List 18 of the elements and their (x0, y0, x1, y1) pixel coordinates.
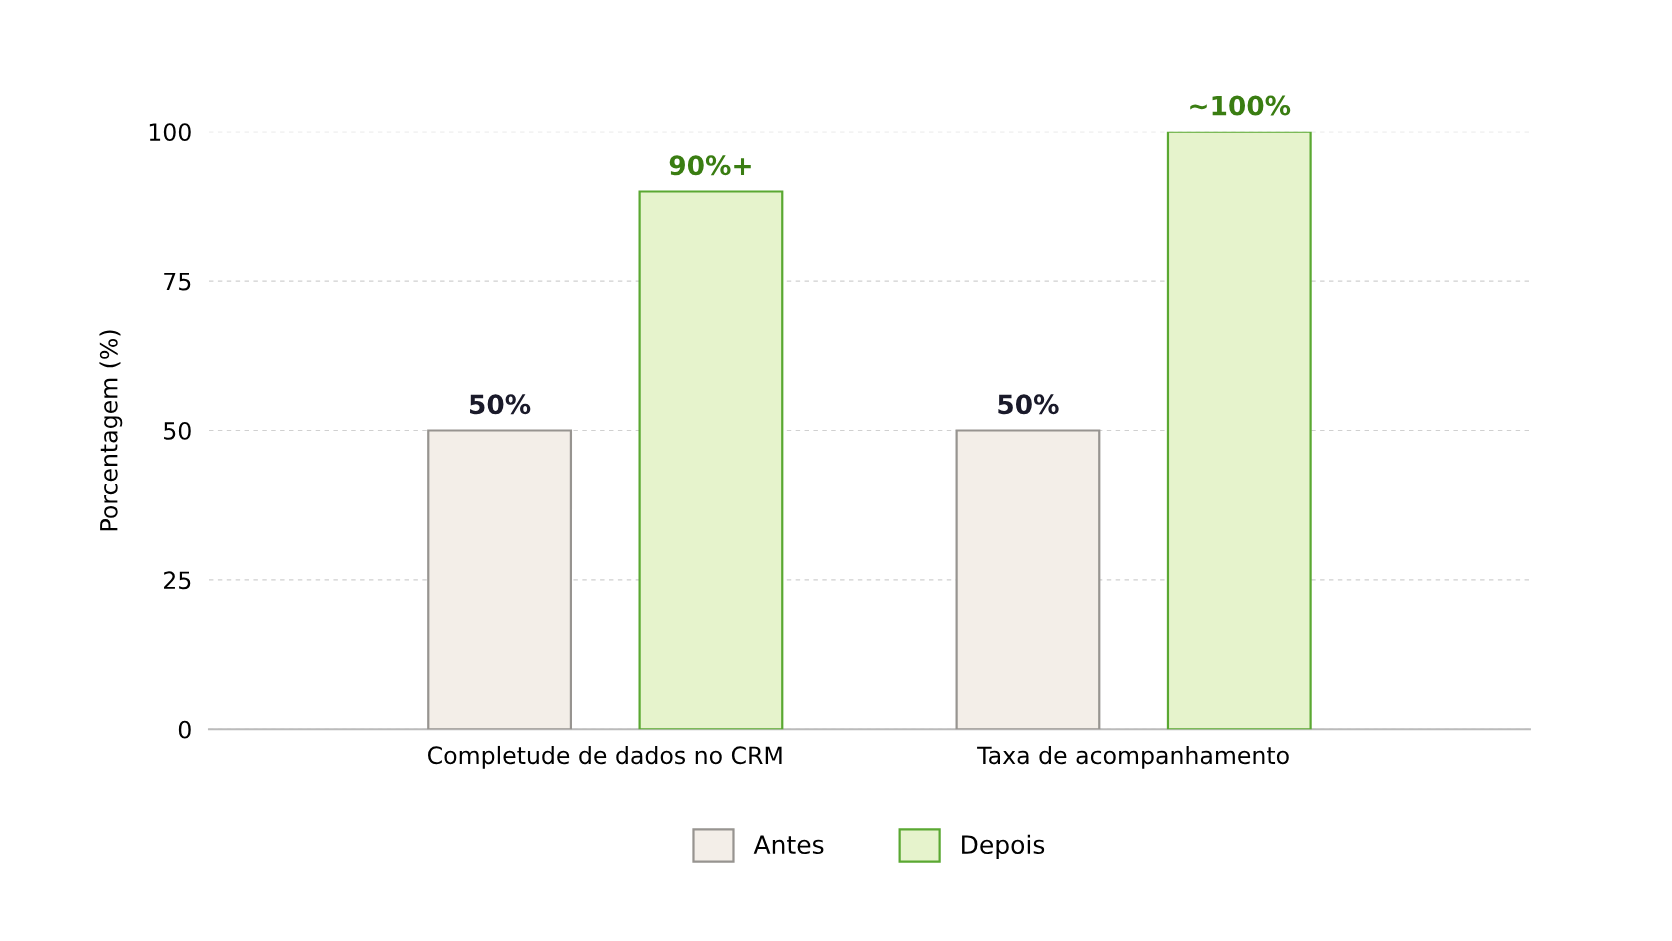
y-tick-label: 75 (164, 272, 191, 291)
y-axis-title: Porcentagem (%) (99, 330, 123, 531)
bar (427, 429, 573, 730)
y-tick-label: 50 (164, 421, 191, 440)
legend-label: Depois (962, 834, 1045, 859)
bar (638, 190, 784, 730)
y-tick-label: 0 (178, 720, 191, 739)
y-tick-label: 100 (149, 123, 191, 142)
x-tick-label: Taxa de acompanhamento (977, 745, 1289, 769)
data-label: 50% (998, 394, 1059, 415)
y-tick-label: 25 (164, 571, 191, 590)
data-label: 90%+ (669, 155, 751, 176)
bar (1166, 131, 1312, 730)
data-label: 50% (470, 394, 531, 415)
x-tick-label: Completude de dados no CRM (428, 745, 782, 769)
legend-label: Antes (753, 835, 824, 855)
data-label: ~100% (1190, 95, 1291, 116)
bar (955, 429, 1101, 730)
